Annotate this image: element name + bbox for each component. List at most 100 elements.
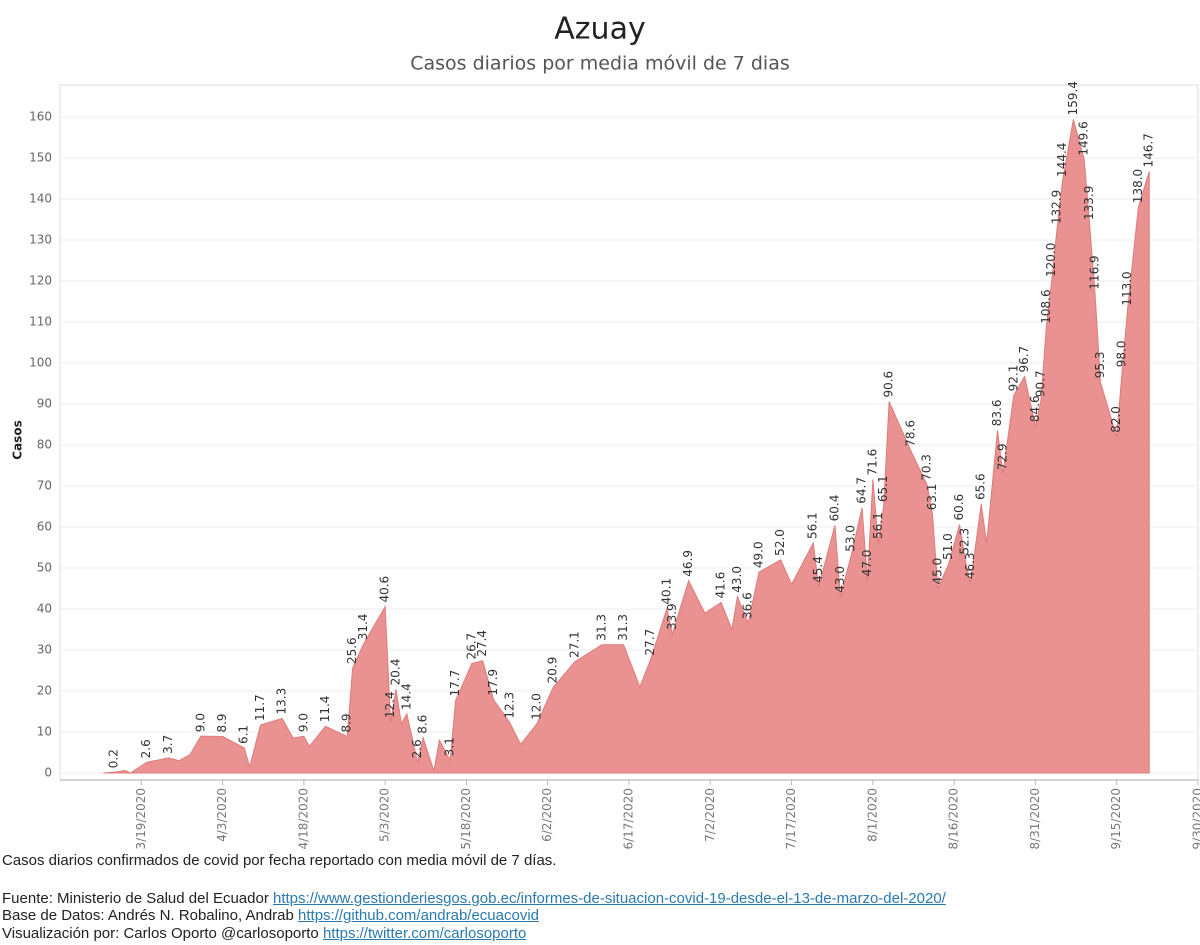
chart-subtitle: Casos diarios por media móvil de 7 dias bbox=[410, 53, 790, 75]
data-label: 27.7 bbox=[643, 629, 657, 656]
data-label: 8.9 bbox=[215, 713, 229, 732]
data-label: 53.0 bbox=[844, 525, 858, 552]
footer-line: Base de Datos: Andrés N. Robalino, Andra… bbox=[2, 907, 946, 925]
data-label: 12.0 bbox=[529, 693, 543, 720]
data-label: 70.3 bbox=[920, 454, 934, 481]
data-label: 11.4 bbox=[318, 696, 332, 723]
data-label: 45.0 bbox=[930, 558, 944, 585]
footer-text: Visualización por: Carlos Oporto @carlos… bbox=[2, 924, 319, 942]
y-tick-label: 150 bbox=[29, 150, 52, 164]
x-tick-label: 8/31/2020 bbox=[1028, 788, 1042, 850]
data-label: 31.4 bbox=[356, 614, 370, 641]
data-label: 84.6 bbox=[1028, 395, 1042, 422]
y-tick-label: 10 bbox=[37, 725, 52, 739]
data-label: 120.0 bbox=[1044, 243, 1058, 277]
data-label: 149.6 bbox=[1077, 121, 1091, 155]
chart-title: Azuay bbox=[554, 12, 645, 47]
data-label: 0.2 bbox=[107, 749, 121, 768]
data-label: 90.6 bbox=[882, 371, 896, 398]
data-label: 8.6 bbox=[416, 715, 430, 734]
data-label: 63.1 bbox=[925, 484, 939, 511]
data-label: 14.4 bbox=[399, 683, 413, 710]
data-label: 65.6 bbox=[974, 473, 988, 500]
data-label: 52.0 bbox=[773, 529, 787, 556]
data-label: 31.3 bbox=[594, 614, 608, 641]
footer: Casos diarios confirmados de covid por f… bbox=[2, 852, 946, 942]
data-label: 71.6 bbox=[865, 449, 879, 476]
data-label: 12.3 bbox=[502, 692, 516, 719]
data-label: 108.6 bbox=[1039, 289, 1053, 323]
data-label: 138.0 bbox=[1131, 169, 1145, 203]
data-label: 3.1 bbox=[443, 737, 457, 756]
data-label: 56.1 bbox=[871, 512, 885, 539]
data-label: 27.1 bbox=[567, 631, 581, 658]
x-tick-label: 4/18/2020 bbox=[296, 788, 310, 850]
data-label: 46.9 bbox=[681, 550, 695, 577]
data-label: 132.9 bbox=[1050, 190, 1064, 224]
y-tick-label: 140 bbox=[29, 191, 52, 205]
data-label: 43.0 bbox=[730, 566, 744, 593]
x-tick-label: 8/16/2020 bbox=[947, 788, 961, 850]
data-label: 51.0 bbox=[941, 533, 955, 560]
data-label: 113.0 bbox=[1120, 271, 1134, 305]
spacer bbox=[2, 870, 946, 890]
footer-note: Casos diarios confirmados de covid por f… bbox=[2, 852, 557, 869]
footer-link[interactable]: https://www.gestionderiesgos.gob.ec/info… bbox=[273, 889, 946, 907]
y-tick-label: 100 bbox=[29, 356, 52, 370]
x-tick-label: 5/3/2020 bbox=[378, 788, 392, 842]
data-label: 2.6 bbox=[139, 739, 153, 758]
x-tick-label: 5/18/2020 bbox=[459, 788, 473, 850]
data-label: 17.9 bbox=[486, 669, 500, 696]
y-tick-label: 130 bbox=[29, 232, 52, 246]
y-tick-label: 110 bbox=[29, 314, 52, 328]
footer-line: Fuente: Ministerio de Salud del Ecuador … bbox=[2, 890, 946, 908]
data-label: 33.9 bbox=[665, 603, 679, 630]
x-tick-label: 7/2/2020 bbox=[703, 788, 717, 842]
data-label: 8.9 bbox=[340, 713, 354, 732]
y-tick-label: 160 bbox=[29, 109, 52, 123]
y-tick-label: 80 bbox=[37, 438, 52, 452]
data-label: 60.6 bbox=[952, 494, 966, 521]
data-label: 96.7 bbox=[1017, 346, 1031, 373]
y-tick-label: 70 bbox=[37, 479, 52, 493]
y-tick-label: 90 bbox=[37, 397, 52, 411]
data-label: 20.4 bbox=[388, 659, 402, 686]
data-label: 133.9 bbox=[1082, 186, 1096, 220]
area bbox=[103, 119, 1150, 774]
data-label: 64.7 bbox=[855, 477, 869, 504]
chart: Azuay Casos diarios por media móvil de 7… bbox=[11, 12, 1200, 850]
data-label: 9.0 bbox=[296, 713, 310, 732]
data-label: 36.6 bbox=[741, 592, 755, 619]
data-label: 52.3 bbox=[957, 528, 971, 555]
footer-link[interactable]: https://twitter.com/carlosoporto bbox=[322, 924, 527, 942]
data-label: 6.1 bbox=[237, 725, 251, 744]
data-label: 82.0 bbox=[1109, 406, 1123, 433]
data-label: 72.9 bbox=[995, 443, 1009, 470]
data-label: 20.9 bbox=[546, 657, 560, 684]
data-label: 9.0 bbox=[193, 713, 207, 732]
y-axis-title: Casos bbox=[11, 420, 25, 459]
footer-text: Base de Datos: Andrés N. Robalino, Andra… bbox=[2, 907, 294, 924]
data-label: 90.7 bbox=[1033, 370, 1047, 397]
data-label: 83.6 bbox=[990, 400, 1004, 427]
data-label: 159.4 bbox=[1066, 81, 1080, 115]
x-tick-label: 9/30/2020 bbox=[1191, 788, 1200, 850]
footer-line: Visualización por: Carlos Oporto @carlos… bbox=[2, 925, 946, 943]
data-label: 2.6 bbox=[410, 739, 424, 758]
footer-text: Fuente: Ministerio de Salud del Ecuador bbox=[2, 889, 269, 907]
y-tick-label: 20 bbox=[37, 684, 52, 698]
data-label: 60.4 bbox=[827, 495, 841, 522]
data-label: 3.7 bbox=[161, 735, 175, 754]
data-label: 41.6 bbox=[714, 572, 728, 599]
y-tick-label: 120 bbox=[29, 273, 52, 287]
footer-link[interactable]: https://github.com/andrab/ecuacovid bbox=[298, 907, 540, 924]
x-tick-label: 9/15/2020 bbox=[1109, 788, 1123, 850]
y-tick-label: 40 bbox=[37, 602, 52, 616]
data-label: 17.7 bbox=[448, 670, 462, 697]
data-label: 92.1 bbox=[1006, 365, 1020, 392]
data-label: 49.0 bbox=[752, 541, 766, 568]
data-label: 31.3 bbox=[616, 614, 630, 641]
data-label: 46.3 bbox=[963, 552, 977, 579]
y-tick-label: 30 bbox=[37, 643, 52, 657]
data-label: 78.6 bbox=[903, 420, 917, 447]
